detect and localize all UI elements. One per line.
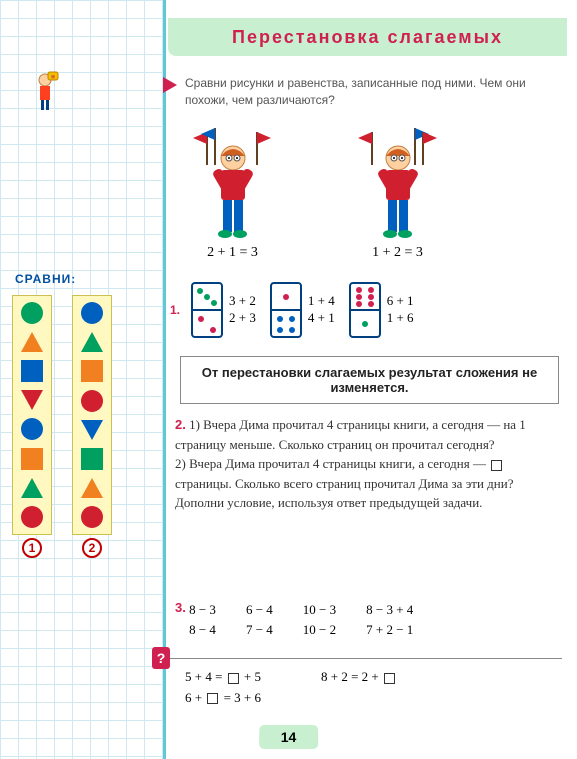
blank-square-icon — [491, 460, 502, 471]
shape-strip: 2 — [72, 295, 112, 535]
circle-shape-icon — [81, 506, 103, 528]
strip-label: 2 — [82, 538, 102, 558]
strip-label: 1 — [22, 538, 42, 558]
domino-icon — [349, 282, 381, 338]
domino-equations: 6 + 11 + 6 — [387, 293, 414, 327]
domino-equations: 3 + 22 + 3 — [229, 293, 256, 327]
rule-box: От перестановки слагаемых результат слож… — [180, 356, 559, 404]
tri-up-shape-icon — [21, 478, 43, 498]
svg-text:н: н — [51, 75, 55, 81]
tri-down-shape-icon — [81, 420, 103, 440]
tri-up-shape-icon — [21, 332, 43, 352]
domino-group: 3 + 22 + 3 — [191, 282, 256, 338]
domino-group: 6 + 11 + 6 — [349, 282, 414, 338]
circle-shape-icon — [21, 506, 43, 528]
circle-shape-icon — [21, 302, 43, 324]
task-2-number: 2. — [175, 417, 186, 432]
margin-divider — [163, 0, 166, 759]
equation-left: 2 + 1 = 3 — [207, 245, 258, 261]
task3-column: 10 − 310 − 2 — [303, 600, 336, 639]
boy-left-icon — [185, 120, 280, 240]
compare-strips: 12 — [12, 295, 112, 535]
shape-strip: 1 — [12, 295, 52, 535]
square-shape-icon — [21, 448, 43, 470]
page-number: 14 — [259, 725, 319, 749]
compare-label: СРАВНИ: — [15, 272, 76, 286]
task-2: 2. 1) Вчера Дима прочитал 4 страницы кни… — [175, 415, 562, 513]
question-mark-icon: ? — [152, 647, 170, 669]
domino-icon — [270, 282, 302, 338]
tri-down-shape-icon — [21, 390, 43, 410]
mascot-icon: н — [30, 70, 60, 110]
circle-shape-icon — [81, 302, 103, 324]
task-1-number: 1. — [170, 303, 180, 317]
task3-column: 8 − 38 − 4 — [189, 600, 216, 639]
square-shape-icon — [21, 360, 43, 382]
task3-column: 6 − 47 − 4 — [246, 600, 273, 639]
arrow-icon — [163, 77, 177, 93]
domino-equations: 1 + 44 + 1 — [308, 293, 335, 327]
tri-up-shape-icon — [81, 478, 103, 498]
square-shape-icon — [81, 360, 103, 382]
equation-right: 1 + 2 = 3 — [372, 245, 423, 261]
domino-group: 1 + 44 + 1 — [270, 282, 335, 338]
domino-icon — [191, 282, 223, 338]
circle-shape-icon — [81, 390, 103, 412]
question-task: ? 5 + 4 = + 56 + = 3 + 6 8 + 2 = 2 + — [160, 658, 562, 709]
square-shape-icon — [81, 448, 103, 470]
page-title: Перестановка слагаемых — [168, 18, 567, 56]
task-3-number: 3. — [175, 600, 186, 615]
instruction-text: Сравни рисунки и равенства, записанные п… — [185, 75, 562, 109]
task-3: 3. 8 − 38 − 4 6 − 47 − 4 10 − 310 − 2 8 − 3… — [175, 600, 562, 639]
task-1: 1. 3 + 22 + 3 1 + 44 + 1 6 + 11 + 6 — [170, 282, 414, 338]
tri-up-shape-icon — [81, 332, 103, 352]
boys-illustration: 2 + 1 = 3 1 + 2 = 3 — [185, 120, 445, 261]
circle-shape-icon — [21, 418, 43, 440]
boy-right-icon — [350, 120, 445, 240]
task3-column: 8 − 3 + 47 + 2 − 1 — [366, 600, 413, 639]
